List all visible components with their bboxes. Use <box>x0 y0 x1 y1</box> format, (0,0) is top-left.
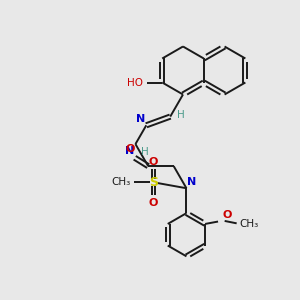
Text: CH₃: CH₃ <box>239 219 259 229</box>
Text: O: O <box>223 210 232 220</box>
Text: O: O <box>126 144 135 154</box>
Text: H: H <box>177 110 184 120</box>
Text: S: S <box>149 176 158 189</box>
Text: HO: HO <box>127 77 143 88</box>
Text: N: N <box>187 177 196 187</box>
Text: O: O <box>149 198 158 208</box>
Text: O: O <box>149 157 158 166</box>
Text: CH₃: CH₃ <box>112 177 131 187</box>
Text: N: N <box>125 146 134 156</box>
Text: H: H <box>141 147 148 157</box>
Text: N: N <box>136 114 145 124</box>
